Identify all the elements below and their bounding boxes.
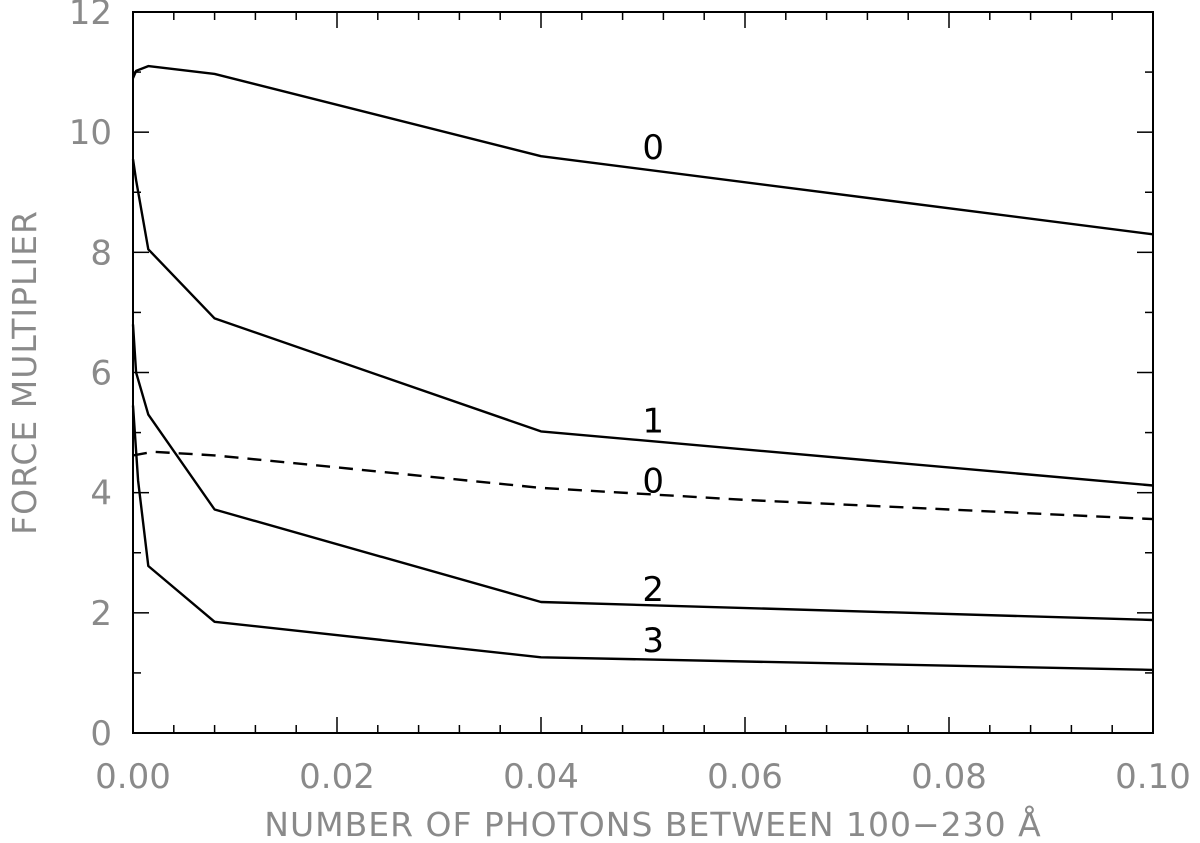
y-tick-label: 6: [90, 354, 112, 394]
plot-frame: [132, 11, 1154, 734]
y-tick-label: 2: [90, 594, 112, 634]
series-layer: [131, 64, 1154, 672]
x-tick-label: 0.06: [707, 757, 783, 797]
series-line-0: [131, 64, 1154, 236]
x-axis-title: NUMBER OF PHOTONS BETWEEN 100−230 Å: [264, 804, 1041, 843]
series-label-2: 0: [642, 462, 664, 502]
x-tick-label: 0.00: [95, 757, 171, 797]
y-tick-label: 0: [90, 714, 112, 754]
curve-labels: 0 1 0 2 3: [642, 128, 664, 661]
y-tick-label: 12: [69, 0, 112, 33]
series-line-1: [131, 159, 1154, 487]
x-tick-label: 0.08: [911, 757, 987, 797]
x-tick-label: 0.04: [503, 757, 579, 797]
y-axis-title: FORCE MULTIPLIER: [5, 210, 44, 535]
series-line-2: [132, 450, 1154, 521]
x-tick-label: 0.02: [299, 757, 375, 797]
series-line-3: [131, 324, 1154, 622]
y-tick-label: 4: [90, 474, 112, 514]
series-label-1: 1: [642, 402, 664, 442]
series-label-3: 2: [642, 570, 664, 610]
series-label-4: 3: [642, 621, 664, 661]
y-tick-label: 8: [90, 233, 112, 273]
y-tick-label: 10: [69, 113, 112, 153]
series-line-4: [131, 405, 1154, 672]
series-label-0: 0: [642, 128, 664, 168]
x-tick-label: 0.10: [1115, 757, 1191, 797]
